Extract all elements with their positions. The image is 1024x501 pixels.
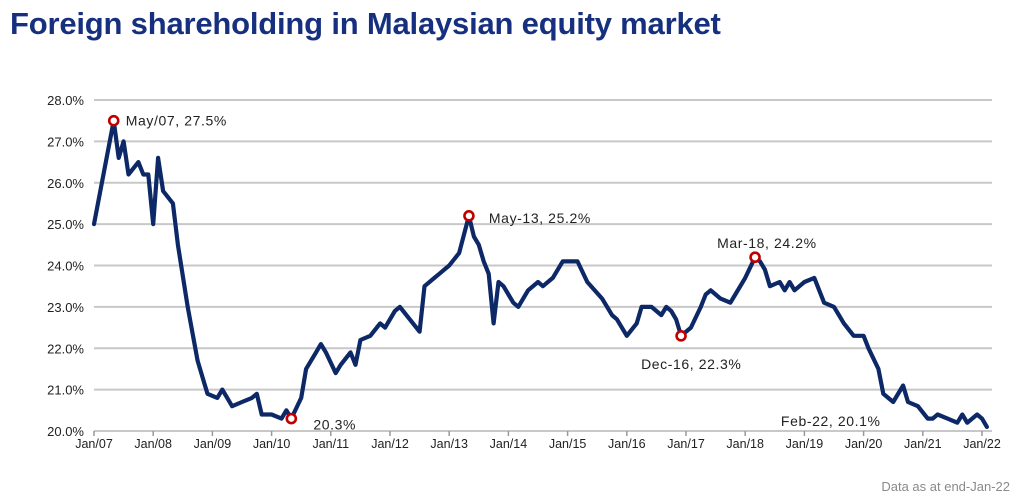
y-tick-label: 28.0% (47, 93, 84, 108)
x-tick-label: Jan/12 (371, 437, 409, 451)
x-tick-label: Jan/22 (963, 437, 1001, 451)
x-tick-label: Jan/09 (194, 437, 232, 451)
x-tick-label: Jan/14 (490, 437, 528, 451)
annotation-marker (463, 210, 475, 222)
x-tick-label: Jan/20 (845, 437, 883, 451)
annotation-label: Dec-16, 22.3% (641, 356, 741, 372)
y-tick-label: 21.0% (47, 383, 84, 398)
x-tick-label: Jan/21 (904, 437, 942, 451)
annotation-label: May-13, 25.2% (489, 210, 591, 226)
x-tick-label: Jan/13 (430, 437, 468, 451)
annotation-marker (749, 251, 761, 264)
x-tick-label: Jan/16 (608, 437, 646, 451)
y-tick-label: 23.0% (47, 300, 84, 315)
x-tick-label: Jan/11 (312, 437, 349, 451)
y-tick-label: 22.0% (47, 341, 84, 356)
x-tick-label: Jan/07 (75, 437, 113, 451)
y-tick-label: 27.0% (47, 134, 84, 149)
chart-title: Foreign shareholding in Malaysian equity… (10, 6, 721, 41)
x-tick-label: Jan/19 (786, 437, 824, 451)
annotation-marker (675, 330, 687, 342)
x-tick-label: Jan/15 (549, 437, 587, 451)
x-tick-label: Jan/17 (667, 437, 705, 451)
annotation-marker (107, 114, 120, 127)
annotation-label: Mar-18, 24.2% (717, 235, 817, 251)
series-line (91, 118, 990, 429)
x-tick-label: Jan/08 (134, 437, 172, 451)
y-tick-label: 24.0% (47, 259, 84, 274)
annotation-marker (285, 412, 298, 425)
x-tick-label: Jan/10 (253, 437, 291, 451)
y-tick-label: 20.0% (47, 424, 84, 439)
x-tick-label: Jan/18 (726, 437, 764, 451)
footnote: Data as at end-Jan-22 (881, 479, 1010, 494)
annotation-label: 20.3% (313, 417, 356, 433)
y-tick-label: 25.0% (47, 217, 84, 232)
annotation-label: May/07, 27.5% (126, 113, 227, 129)
annotation-label: Feb-22, 20.1% (781, 413, 881, 429)
y-tick-label: 26.0% (47, 176, 84, 191)
